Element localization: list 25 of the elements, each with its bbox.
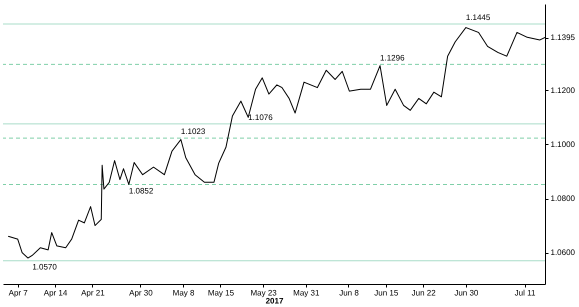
x-axis-title: 2017 [266,296,284,306]
x-tick-label: May 23 [250,288,278,298]
y-tick-label: 1.0600 [550,248,576,258]
annotation: 1.1023 [180,127,206,136]
x-tick-label: Jun 22 [412,288,436,298]
annotation: 1.1076 [248,112,274,122]
annotation: 1.1296 [380,53,406,62]
x-tick-label: Jun 30 [454,288,479,298]
x-tick-label: Jul 11 [514,288,536,298]
y-tick-label: 1.1395 [550,33,576,42]
annotation: 1.0570 [32,262,58,272]
x-tick-label: May 31 [293,288,320,298]
x-tick-label: Apr 14 [44,288,68,298]
x-tick-label: May 15 [208,288,235,298]
x-tick-label: Apr 21 [81,288,106,298]
annotation: 1.0852 [128,186,154,196]
annotation: 1.1445 [466,13,491,22]
x-tick-label: Apr 30 [129,288,154,298]
x-tick-label: May 8 [172,288,196,298]
y-tick-label: 1.1000 [550,140,576,149]
x-tick-label: Jun 15 [374,288,399,298]
x-tick-label: Apr 7 [8,288,28,298]
x-tick-label: Jun 8 [339,288,360,298]
y-tick-label: 1.0800 [550,194,576,204]
y-tick-label: 1.1200 [550,86,576,95]
